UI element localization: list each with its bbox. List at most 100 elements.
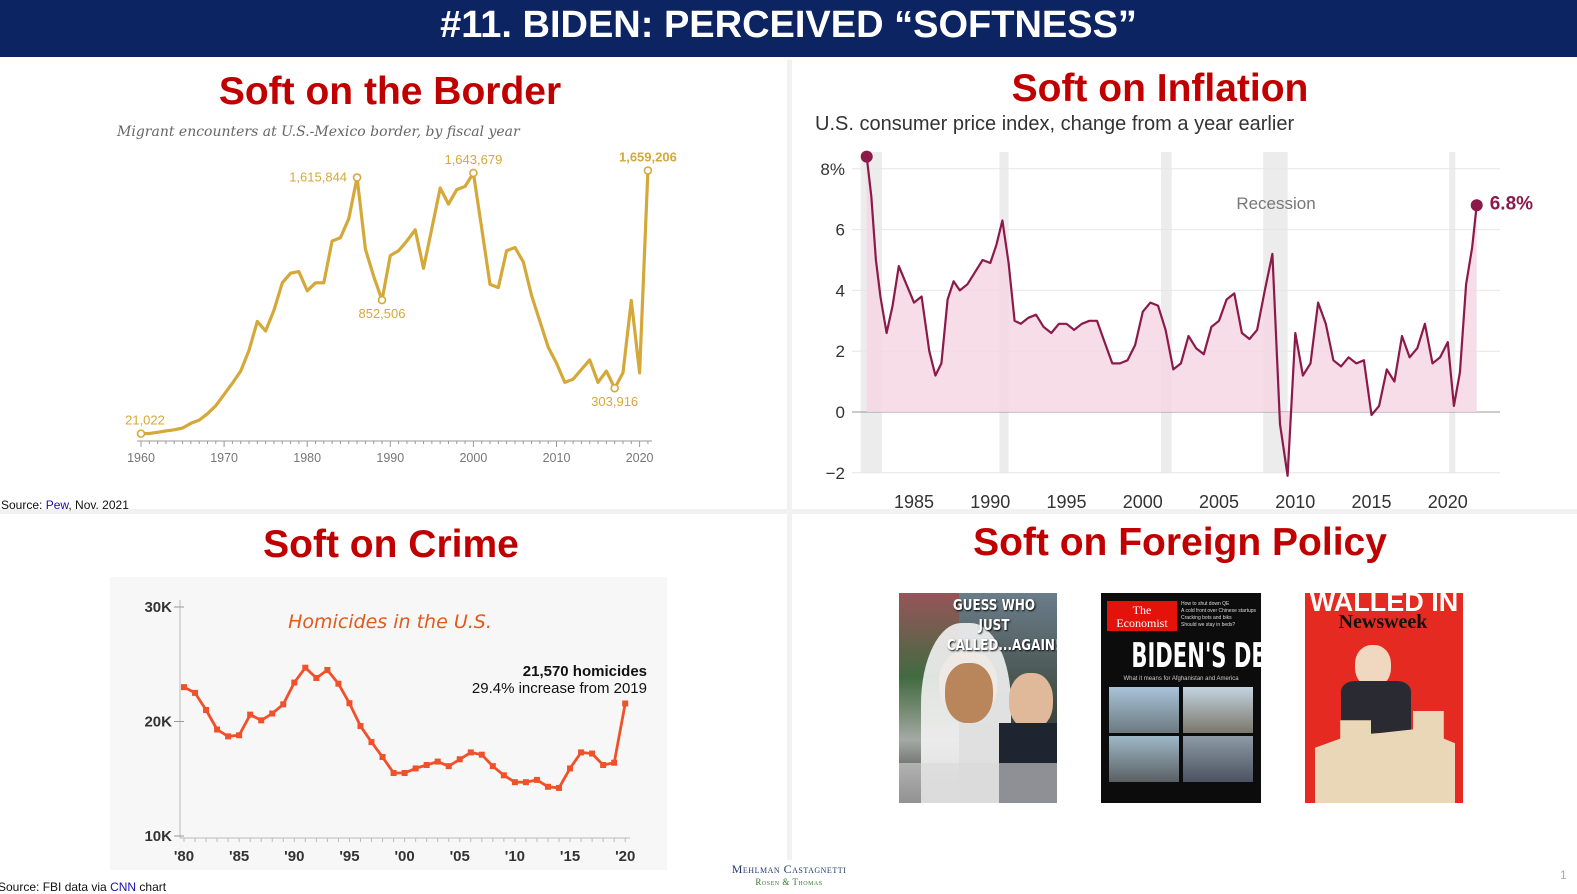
photo-crowd xyxy=(1183,736,1253,782)
crime-data-point xyxy=(291,679,298,686)
photo-planes-3 xyxy=(1109,736,1179,782)
border-annotation-label: 1,659,206 xyxy=(619,149,677,164)
crime-x-tick-label: '85 xyxy=(229,848,249,865)
crime-data-point xyxy=(567,765,574,772)
border-annotation-label: 21,022 xyxy=(125,413,165,428)
border-series-line xyxy=(140,170,650,436)
crime-y-tick-label: 30K xyxy=(144,599,172,616)
crime-x-tick-label: '05 xyxy=(450,848,470,865)
crime-data-point xyxy=(401,770,408,777)
recession-band xyxy=(1161,152,1172,473)
crime-data-point xyxy=(423,762,430,769)
crime-title: Soft on Crime xyxy=(263,523,519,566)
crime-data-point xyxy=(302,664,309,671)
cnn-source-link[interactable]: CNN xyxy=(110,880,137,894)
crime-data-point xyxy=(225,733,232,740)
crime-y-tick-label: 10K xyxy=(144,828,172,845)
border-x-tick-label: 2010 xyxy=(543,451,571,465)
inflation-y-tick-label: 0 xyxy=(836,403,845,422)
crime-data-point xyxy=(379,753,386,760)
quadrant-divider-horizontal xyxy=(0,509,1577,514)
crime-data-point xyxy=(357,723,364,730)
inflation-start-point xyxy=(860,150,873,163)
crime-data-point xyxy=(600,762,607,769)
inflation-x-tick-label: 2000 xyxy=(1123,492,1163,512)
border-x-tick-label: 2000 xyxy=(459,451,487,465)
desk xyxy=(899,763,1057,803)
crime-x-tick-label: '15 xyxy=(560,848,580,865)
border-title: Soft on the Border xyxy=(218,70,562,113)
economist-tagline: What it means for Afghanistan and Americ… xyxy=(1123,676,1239,682)
slide-title-banner: #11. BIDEN: PERCEIVED “SOFTNESS” xyxy=(0,0,1577,57)
caricature-head xyxy=(1355,645,1391,687)
crime-chart-title: Homicides in the U.S. xyxy=(288,611,492,633)
recession-label: Recession xyxy=(1236,194,1315,213)
crime-y-tick-label: 20K xyxy=(144,714,172,731)
inflation-end-label: 6.8% xyxy=(1490,193,1533,214)
border-x-tick-label: 1970 xyxy=(210,451,238,465)
face-right xyxy=(1009,673,1053,729)
crime-x-tick-label: '10 xyxy=(505,848,525,865)
crime-data-point xyxy=(445,763,452,770)
crime-data-point xyxy=(578,749,585,756)
inflation-y-tick-label: 2 xyxy=(836,342,845,361)
crime-data-point xyxy=(192,689,199,696)
magazine-cover-guess-who: GUESS WHO JUST CALLED...AGAIN! xyxy=(899,593,1057,803)
inflation-x-tick-label: 2005 xyxy=(1199,492,1239,512)
inflation-x-tick-label: 2020 xyxy=(1428,492,1468,512)
crime-data-point xyxy=(467,749,474,756)
crime-x-tick-label: '80 xyxy=(174,848,194,865)
inflation-y-tick-label: −2 xyxy=(826,464,845,483)
crime-data-point xyxy=(203,707,210,714)
inflation-x-tick-label: 1985 xyxy=(894,492,934,512)
crime-data-point xyxy=(533,776,540,783)
inflation-x-tick-label: 1990 xyxy=(970,492,1010,512)
crime-data-point xyxy=(522,779,529,786)
border-annotation-point xyxy=(136,429,146,438)
crime-annotation-change: 29.4% increase from 2019 xyxy=(472,680,647,697)
crime-data-point xyxy=(324,666,331,673)
crime-data-point xyxy=(412,765,419,772)
crime-x-tick-label: '95 xyxy=(339,848,359,865)
border-x-tick-label: 1990 xyxy=(376,451,404,465)
crime-data-point xyxy=(390,770,397,777)
border-x-tick-label: 1980 xyxy=(293,451,321,465)
crime-data-point xyxy=(181,684,187,691)
quadrant-divider-vertical xyxy=(787,60,792,860)
inflation-x-tick-label: 2010 xyxy=(1275,492,1315,512)
crime-data-point xyxy=(313,674,320,681)
newsweek-headline: WALLED IN xyxy=(1309,593,1459,617)
border-annotation-label: 303,916 xyxy=(591,394,638,409)
inflation-series-line xyxy=(865,156,1478,477)
border-chart: 1960 1970 1980 1990 2000 2010 2020 21,022 1,615,… xyxy=(125,149,677,465)
cover-headline: GUESS WHO JUST CALLED...AGAIN! xyxy=(946,596,1057,654)
crime-data-point xyxy=(589,750,596,757)
page-number: 1 xyxy=(1560,868,1567,882)
economist-teasers: How to shut down QE A cold front over Ch… xyxy=(1181,601,1257,628)
pew-source-link[interactable]: Pew xyxy=(45,498,69,512)
crime-data-point xyxy=(478,751,485,758)
slide-title: #11. BIDEN: PERCEIVED “SOFTNESS” xyxy=(440,4,1137,46)
crime-data-point xyxy=(556,784,563,791)
crime-data-point xyxy=(511,779,518,786)
crime-data-point xyxy=(611,759,618,766)
crime-annotation-count: 21,570 homicides xyxy=(523,663,647,680)
border-annotation-label: 1,643,679 xyxy=(444,152,502,167)
inflation-title: Soft on Inflation xyxy=(1011,67,1309,110)
inflation-x-tick-label: 2015 xyxy=(1351,492,1391,512)
crime-data-point xyxy=(368,739,375,746)
crime-data-point xyxy=(500,772,507,779)
border-annotation-point xyxy=(377,295,387,305)
photo-planes-2 xyxy=(1183,687,1253,733)
mehlman-logo: Mehlman Castagnetti Rosen & Thomas xyxy=(731,862,847,887)
border-annotation-point xyxy=(610,383,619,393)
border-annotation-point xyxy=(643,166,653,175)
inflation-chart: 8% 6 4 2 0 −2 1985 1990 1995 2000 2005 2010 2015 2020… xyxy=(820,150,1533,512)
crime-chart: 30K 20K 10K'80 '85 '90 '95 '00 '05 '10 '15 '20 Homi… xyxy=(110,577,667,870)
border-x-tick-label: 1960 xyxy=(127,451,155,465)
crime-data-point xyxy=(346,700,353,707)
crime-x-tick-label: '90 xyxy=(284,848,304,865)
crime-source: Source: FBI data via CNN chart xyxy=(0,880,167,894)
crime-data-point xyxy=(544,783,551,790)
crime-x-tick-label: '00 xyxy=(394,848,414,865)
